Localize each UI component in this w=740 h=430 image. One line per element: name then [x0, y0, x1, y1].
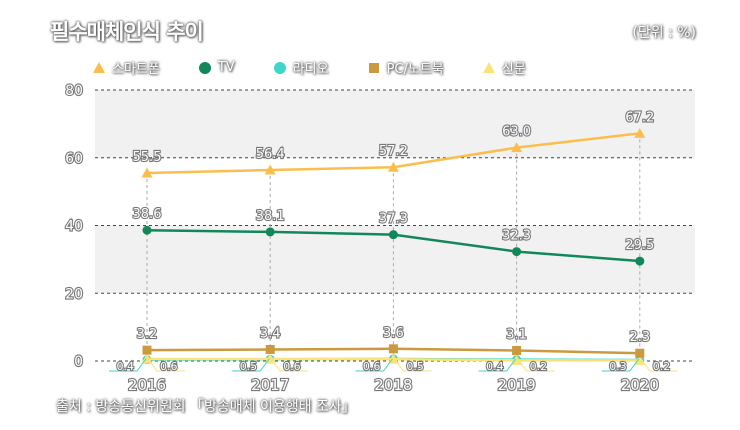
legend-marker [368, 62, 379, 73]
data-label: 38.6 [133, 207, 162, 222]
data-point [635, 256, 645, 266]
data-label-radio: 0.4 [117, 360, 135, 373]
data-label: 2.3 [629, 330, 650, 345]
data-label: 32.3 [502, 229, 531, 244]
data-label: 3.1 [506, 327, 527, 342]
legend-label: 라디오 [292, 62, 329, 77]
data-label: 3.2 [137, 327, 158, 342]
chart-title: 필수매체인식 추이 [50, 20, 204, 44]
callout-line [270, 358, 309, 372]
callout-line [478, 358, 516, 372]
legend-label: 신문 [501, 62, 526, 77]
legend-label: PC/노트북 [386, 62, 444, 77]
data-label: 3.4 [260, 326, 281, 341]
grid-band [95, 90, 695, 158]
callout-line [601, 358, 640, 372]
callout-line [640, 358, 678, 372]
data-label-newspaper: 0.2 [653, 360, 671, 373]
data-point [388, 230, 398, 240]
legend-item: PC/노트북 [367, 58, 444, 77]
data-label-newspaper: 0.5 [406, 360, 424, 373]
data-label-radio: 0.4 [486, 360, 504, 373]
circle-marker-icon [198, 61, 211, 74]
data-point [265, 227, 275, 237]
data-point [634, 127, 646, 138]
y-tick-label: 80 [65, 83, 83, 99]
data-label-newspaper: 0.2 [530, 360, 548, 373]
y-tick-label: 40 [65, 219, 83, 235]
data-label: 3.6 [383, 326, 404, 341]
data-point [512, 345, 522, 355]
square-marker-icon [368, 62, 379, 73]
data-point [264, 164, 276, 175]
data-label-radio: 0.3 [609, 360, 627, 373]
legend-item: TV [198, 58, 235, 77]
callout-line [355, 358, 393, 372]
y-tick-label: 60 [65, 151, 83, 167]
x-tick-label: 2019 [498, 376, 536, 394]
callout-line [393, 358, 432, 372]
data-point [141, 167, 153, 178]
legend-marker [198, 61, 211, 74]
callout-line [517, 358, 555, 372]
legend-marker [273, 61, 286, 74]
legend-label: 스마트폰 [112, 62, 160, 77]
data-label-newspaper: 0.6 [283, 360, 301, 373]
legend-item: 신문 [482, 58, 526, 77]
data-point [265, 344, 275, 354]
legend-marker [93, 61, 105, 73]
data-label: 63.0 [502, 125, 531, 140]
y-tick-label: 0 [74, 354, 83, 370]
x-tick-label: 2018 [374, 376, 412, 394]
data-label: 37.3 [379, 212, 408, 227]
data-point [635, 348, 645, 358]
data-label-newspaper: 0.6 [160, 360, 178, 373]
data-point [142, 225, 152, 235]
data-label-radio: 0.5 [240, 360, 258, 373]
source-note: 출처 : 방송통신위원회 「방송매체 이용행태 조사」 [56, 399, 356, 415]
triangle-marker-icon [482, 61, 495, 73]
x-tick-label: 2020 [621, 376, 659, 394]
data-point [634, 354, 646, 365]
data-label: 56.4 [256, 147, 285, 162]
data-point [511, 354, 523, 365]
data-point [388, 344, 398, 354]
data-label: 29.5 [625, 238, 654, 253]
unit-label: (단위 : %) [632, 25, 696, 41]
legend-label: TV [217, 60, 235, 75]
triangle-marker-icon [93, 61, 105, 73]
circle-marker-icon [273, 61, 286, 74]
data-label-radio: 0.6 [363, 360, 381, 373]
callout-line [232, 358, 270, 372]
x-tick-label: 2016 [128, 376, 166, 394]
x-tick-label: 2017 [251, 376, 289, 394]
y-tick-label: 20 [65, 286, 83, 302]
data-label: 57.2 [379, 144, 408, 159]
legend-marker [482, 61, 495, 73]
data-label: 67.2 [625, 110, 654, 125]
legend-item: 스마트폰 [92, 58, 160, 77]
legend-item: 라디오 [273, 58, 329, 77]
data-label: 38.1 [256, 209, 285, 224]
data-point [511, 142, 523, 153]
data-point [387, 161, 399, 172]
data-point [142, 345, 152, 355]
callout-line [109, 358, 147, 372]
callout-line [147, 358, 185, 372]
legend: 스마트폰 TV 라디오 PC/노트북 신문 [92, 58, 564, 77]
data-label: 55.5 [133, 150, 162, 165]
data-point [512, 247, 522, 257]
